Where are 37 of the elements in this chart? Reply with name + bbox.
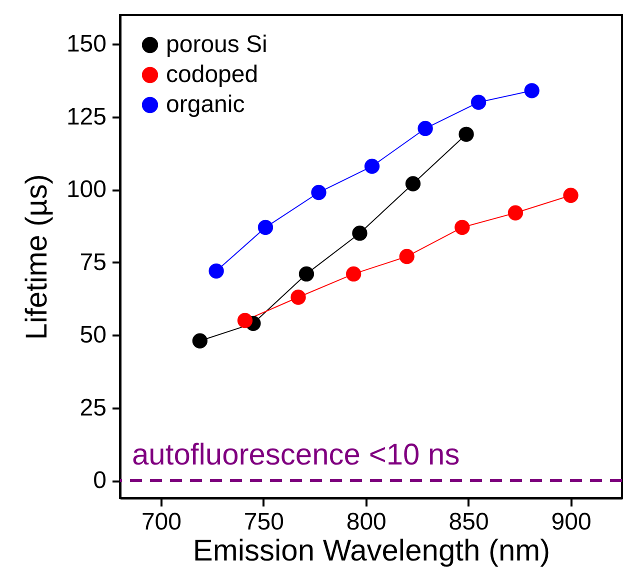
x-tick-label: 800 — [346, 508, 386, 536]
point — [418, 120, 433, 136]
x-tick-label: 700 — [141, 508, 182, 536]
y-tick-label: 50 — [80, 322, 106, 349]
point — [311, 184, 326, 200]
point — [258, 220, 274, 235]
point — [524, 83, 540, 98]
y-tick-label: 150 — [66, 30, 106, 58]
point — [346, 266, 362, 282]
y-axis-title: Lifetime (µs) — [20, 174, 54, 340]
point — [298, 266, 314, 282]
x-tick-label: 900 — [551, 508, 592, 536]
x-tick-label: 750 — [244, 508, 284, 536]
point — [364, 158, 380, 174]
ref-line-label: autofluorescence <10 ns — [132, 438, 460, 472]
point — [352, 226, 368, 241]
x-axis-title: Emission Wavelength (nm) — [192, 534, 550, 568]
y-tick-label: 25 — [80, 394, 106, 422]
y-tick-label: 75 — [80, 248, 106, 276]
point — [508, 205, 524, 220]
y-tick-label: 0 — [93, 467, 106, 494]
point — [208, 263, 224, 279]
legend-label: organic — [166, 91, 245, 118]
point — [399, 248, 414, 264]
point — [470, 94, 486, 110]
point — [454, 220, 470, 235]
point — [290, 290, 306, 305]
legend-label: codoped — [166, 61, 258, 88]
y-tick-label: 100 — [66, 176, 106, 204]
y-tick-label: 125 — [66, 103, 106, 130]
point — [192, 333, 208, 348]
legend-label: porous Si — [166, 31, 268, 58]
point — [563, 188, 578, 203]
point — [405, 176, 421, 192]
point — [237, 312, 253, 328]
point — [458, 126, 474, 142]
x-tick-label: 850 — [448, 508, 489, 536]
